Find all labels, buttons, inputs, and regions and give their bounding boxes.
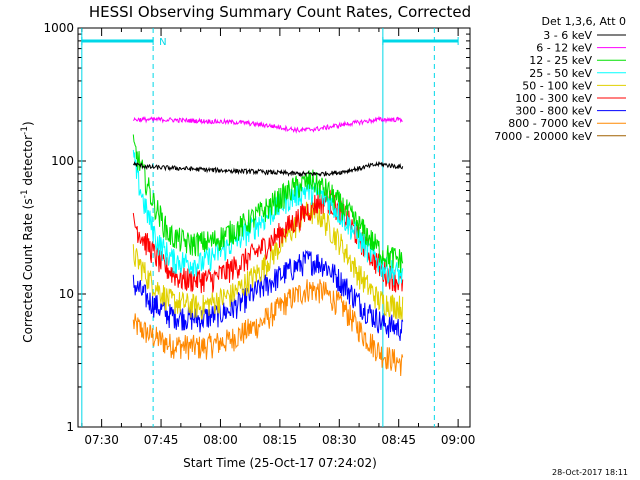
night-marker-label: N <box>159 37 166 48</box>
x-tick-label: 08:00 <box>203 433 238 447</box>
series-line <box>132 134 404 273</box>
y-tick-label: 1000 <box>43 21 74 35</box>
x-tick-label: 08:15 <box>263 433 298 447</box>
x-tick-label: 07:45 <box>144 433 179 447</box>
legend-label: 3 - 6 keV <box>543 29 592 42</box>
legend-label: 12 - 25 keV <box>529 54 592 67</box>
x-tick-label: 08:45 <box>381 433 416 447</box>
legend-label: 7000 - 20000 keV <box>494 130 592 143</box>
x-axis-label: Start Time (25-Oct-17 07:24:02) <box>183 456 377 470</box>
y-label-part-1: Corrected Count Rate (s <box>21 198 35 342</box>
plot-frame <box>77 27 471 428</box>
y-label-sup-2: -1 <box>20 126 30 135</box>
x-tick-label: 09:00 <box>441 433 476 447</box>
legend-label: 300 - 800 keV <box>515 105 592 118</box>
legend-label: 800 - 7000 keV <box>508 117 592 130</box>
legend-label: 50 - 100 keV <box>522 79 592 92</box>
y-label-sup-1: -1 <box>20 189 30 198</box>
series-line <box>132 201 404 321</box>
y-label-part-2: detector <box>21 135 35 190</box>
series-line <box>132 115 403 134</box>
plot-timestamp: 28-Oct-2017 18:11 <box>552 468 628 477</box>
chart-title: HESSI Observing Summary Count Rates, Cor… <box>89 3 471 21</box>
y-tick-label: 10 <box>59 287 74 301</box>
legend-title: Det 1,3,6, Att 0 <box>542 15 626 28</box>
legend-label: 6 - 12 keV <box>536 42 592 55</box>
y-tick-label: 100 <box>51 154 74 168</box>
y-label-part-3: ) <box>21 121 35 126</box>
plot-area: 1 10 100 1000 07:30 07:45 08:00 08:15 08:30 08:45… <box>43 21 475 447</box>
series-line <box>132 161 404 178</box>
legend-label: 25 - 50 keV <box>529 67 592 80</box>
x-tick-label: 07:30 <box>84 433 119 447</box>
legend-label: 100 - 300 keV <box>515 92 592 105</box>
y-tick-label: 1 <box>66 420 74 434</box>
y-axis-label: Corrected Count Rate (s-1 detector-1) <box>20 121 35 342</box>
series-line <box>132 249 404 341</box>
series-line <box>132 279 404 377</box>
x-tick-label: 08:30 <box>322 433 357 447</box>
